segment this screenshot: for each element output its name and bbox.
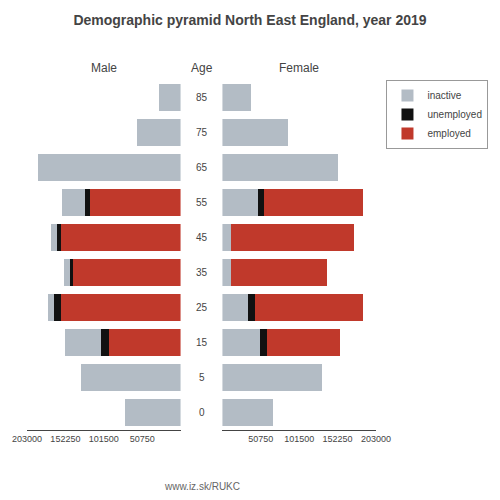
svg-text:25: 25 — [196, 302, 208, 313]
svg-text:45: 45 — [196, 232, 208, 243]
svg-text:50750: 50750 — [248, 434, 273, 444]
svg-text:Demographic pyramid North East: Demographic pyramid North East England, … — [73, 12, 426, 28]
svg-text:152250: 152250 — [323, 434, 353, 444]
svg-text:Female: Female — [279, 61, 319, 75]
svg-text:75: 75 — [196, 127, 208, 138]
svg-text:203000: 203000 — [12, 434, 42, 444]
svg-text:inactive: inactive — [427, 90, 461, 101]
svg-text:5: 5 — [199, 372, 205, 383]
svg-text:unemployed: unemployed — [427, 109, 481, 120]
svg-text:152250: 152250 — [50, 434, 80, 444]
svg-text:Age: Age — [191, 61, 213, 75]
svg-text:65: 65 — [196, 162, 208, 173]
svg-text:15: 15 — [196, 337, 208, 348]
svg-text:101500: 101500 — [284, 434, 314, 444]
svg-text:203000: 203000 — [361, 434, 391, 444]
svg-text:employed: employed — [427, 128, 470, 139]
svg-text:55: 55 — [196, 197, 208, 208]
svg-text:35: 35 — [196, 267, 208, 278]
svg-text:Male: Male — [91, 61, 117, 75]
svg-text:0: 0 — [199, 407, 205, 418]
svg-text:101500: 101500 — [89, 434, 119, 444]
svg-text:50750: 50750 — [130, 434, 155, 444]
svg-text:85: 85 — [196, 92, 208, 103]
svg-text:www.iz.sk/RUKC: www.iz.sk/RUKC — [164, 481, 240, 492]
